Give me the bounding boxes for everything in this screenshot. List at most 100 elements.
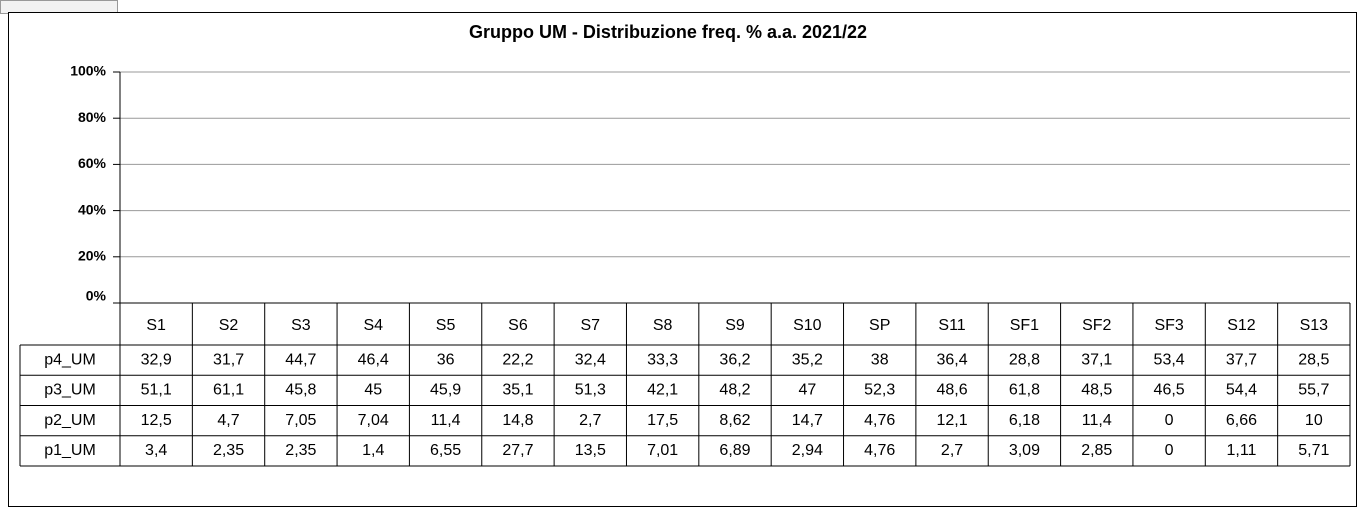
x-tick-label: S2	[219, 317, 239, 334]
data-label: 36,2	[719, 351, 750, 368]
x-tick-label: S7	[581, 317, 601, 334]
data-label: 38	[871, 351, 889, 368]
data-label: 4,76	[864, 442, 895, 459]
x-tick-label: SF3	[1154, 317, 1183, 334]
data-label: 10	[1305, 412, 1323, 429]
data-label: 45	[364, 382, 382, 399]
x-tick-label: S3	[291, 317, 311, 334]
x-tick-label: S5	[436, 317, 456, 334]
x-tick-label: SF1	[1010, 317, 1039, 334]
x-tick-label: S11	[938, 317, 965, 334]
data-label: 2,7	[941, 442, 963, 459]
data-label: 35,1	[502, 382, 533, 399]
data-label: 51,1	[141, 382, 172, 399]
data-label: 45,8	[285, 382, 316, 399]
data-label: 1,11	[1226, 442, 1256, 459]
data-label: 2,7	[579, 412, 601, 429]
x-tick-label: SP	[869, 317, 890, 334]
chart-title: Gruppo UM - Distribuzione freq. % a.a. 2…	[469, 22, 867, 42]
data-label: 3,09	[1009, 442, 1040, 459]
data-label: 2,35	[213, 442, 244, 459]
data-label: 6,66	[1226, 412, 1257, 429]
x-tick-label: SF2	[1082, 317, 1111, 334]
data-label: 14,7	[792, 412, 823, 429]
data-label: 0	[1165, 442, 1174, 459]
data-label: 6,55	[430, 442, 461, 459]
data-label: 52,3	[864, 382, 895, 399]
data-label: 45,9	[430, 382, 461, 399]
data-label: 48,6	[936, 382, 967, 399]
data-label: 28,5	[1298, 351, 1329, 368]
x-tick-label: S1	[146, 317, 166, 334]
chart-border	[8, 12, 1357, 507]
x-tick-label: S4	[363, 317, 383, 334]
data-label: 27,7	[502, 442, 533, 459]
data-label: 36	[437, 351, 455, 368]
y-tick-label: 80%	[78, 109, 107, 125]
y-tick-label: 100%	[70, 63, 106, 79]
data-label: 32,9	[141, 351, 172, 368]
data-label: 7,01	[647, 442, 678, 459]
data-label: 37,7	[1226, 351, 1257, 368]
data-label: 17,5	[647, 412, 678, 429]
data-label: 28,8	[1009, 351, 1040, 368]
legend-label: p4_UM	[44, 351, 96, 368]
data-label: 2,35	[285, 442, 316, 459]
data-label: 37,1	[1081, 351, 1112, 368]
data-label: 22,2	[502, 351, 533, 368]
data-label: 36,4	[936, 351, 967, 368]
x-tick-label: S12	[1227, 317, 1256, 334]
data-label: 61,1	[213, 382, 244, 399]
y-tick-label: 20%	[78, 248, 107, 264]
data-label: 46,5	[1154, 382, 1185, 399]
data-label: 7,05	[285, 412, 316, 429]
data-label: 46,4	[358, 351, 389, 368]
data-label: 48,5	[1081, 382, 1112, 399]
data-label: 3,4	[145, 442, 167, 459]
data-label: 6,18	[1009, 412, 1040, 429]
data-label: 7,04	[358, 412, 389, 429]
y-tick-label: 60%	[78, 155, 107, 171]
data-label: 32,4	[575, 351, 606, 368]
data-label: 11,4	[431, 412, 461, 429]
data-label: 53,4	[1154, 351, 1185, 368]
legend-label: p1_UM	[44, 442, 96, 459]
data-label: 54,4	[1226, 382, 1257, 399]
y-tick-label: 40%	[78, 201, 107, 217]
x-tick-label: S8	[653, 317, 673, 334]
data-label: 51,3	[575, 382, 606, 399]
data-label: 35,2	[792, 351, 823, 368]
data-label: 4,7	[217, 412, 239, 429]
data-label: 6,89	[719, 442, 750, 459]
data-label: 12,1	[936, 412, 967, 429]
legend-label: p3_UM	[44, 382, 96, 399]
legend-label: p2_UM	[44, 412, 96, 429]
x-tick-label: S10	[793, 317, 822, 334]
data-label: 5,71	[1298, 442, 1329, 459]
data-label: 31,7	[213, 351, 244, 368]
data-label: 42,1	[647, 382, 678, 399]
x-tick-label: S13	[1300, 317, 1329, 334]
data-label: 1,4	[362, 442, 384, 459]
data-label: 33,3	[647, 351, 678, 368]
data-label: 55,7	[1298, 382, 1329, 399]
data-label: 13,5	[575, 442, 606, 459]
data-label: 12,5	[141, 412, 172, 429]
tab	[0, 0, 118, 14]
x-tick-label: S9	[725, 317, 745, 334]
data-label: 47	[798, 382, 816, 399]
x-tick-label: S6	[508, 317, 528, 334]
data-label: 8,62	[719, 412, 750, 429]
data-label: 2,94	[792, 442, 823, 459]
data-label: 48,2	[719, 382, 750, 399]
data-label: 11,4	[1082, 412, 1112, 429]
data-label: 2,85	[1081, 442, 1112, 459]
y-tick-label: 0%	[86, 288, 107, 304]
data-label: 14,8	[502, 412, 533, 429]
data-label: 44,7	[285, 351, 316, 368]
data-label: 4,76	[864, 412, 895, 429]
data-label: 0	[1165, 412, 1174, 429]
data-label: 61,8	[1009, 382, 1040, 399]
